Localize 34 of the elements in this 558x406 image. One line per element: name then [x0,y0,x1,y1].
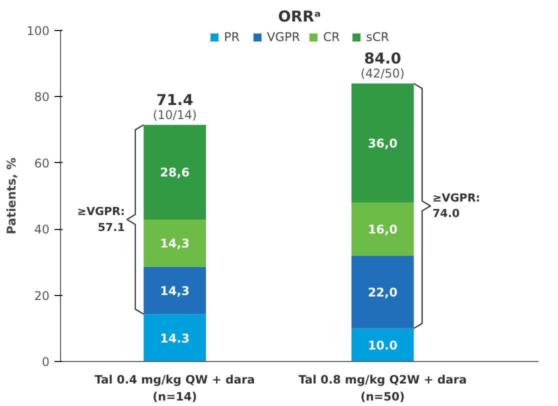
bar [144,314,206,362]
bar [144,266,206,314]
y-tick-label: 0 [42,355,50,369]
annotation: ≥VGPR: 57.1 [77,205,125,234]
y-tick-label: 40 [34,222,50,237]
annotation: ≥VGPR: 74.0 [432,192,480,220]
bar [351,256,414,328]
data-label: 16,0 [368,222,398,237]
y-tick-label: 60 [34,156,50,170]
chart-title: ORRᵃ [278,8,321,26]
legend-label: PR [224,30,241,44]
bar [351,328,414,362]
data-label: 22,0 [368,285,398,300]
y-axis-title: Patients, % [4,158,19,234]
y-tick-label: 100 [26,24,50,38]
y-tick-label: 80 [34,90,50,104]
x-tick-label: Tal 0.4 mg/kg QW + dara (n=14) [94,372,255,404]
legend-label: VGPR [266,30,300,44]
data-label: 28,6 [160,166,190,180]
legend-label: sCR [366,30,390,44]
bar [351,202,414,256]
legend-label: CR [323,30,341,44]
bar [351,83,414,203]
total-label: 84.0 (42/50) [360,49,405,80]
data-label: 10.0 [368,338,398,352]
data-label: 14.3 [160,331,190,346]
data-label: 14,3 [160,284,190,298]
data-label: 36,0 [368,136,398,151]
total-label: 71.4 (10/14) [152,90,197,122]
data-label: 14,3 [160,236,190,251]
y-tick-label: 20 [34,288,50,303]
bar [144,124,206,220]
bar [144,220,206,267]
x-tick-label: Tal 0.8 mg/kg Q2W + dara (n=50) [298,372,467,404]
